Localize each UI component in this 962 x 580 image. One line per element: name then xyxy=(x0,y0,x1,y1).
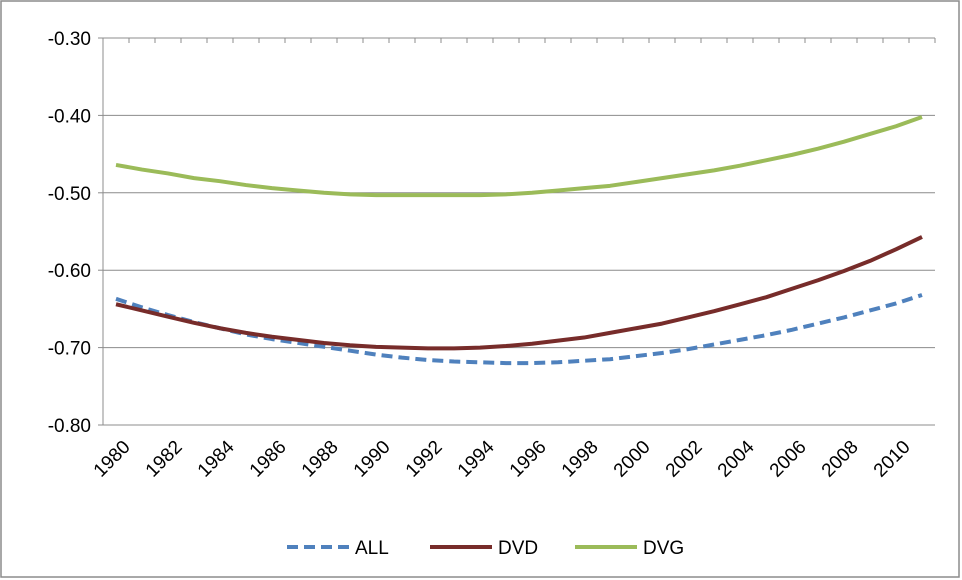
y-tick-label: -0.60 xyxy=(48,261,91,282)
legend-label: DVG xyxy=(643,538,684,559)
legend-label: ALL xyxy=(355,538,389,559)
series-line xyxy=(115,115,923,198)
y-tick-label: -0.40 xyxy=(48,106,91,127)
y-tick-label: -0.50 xyxy=(48,184,91,205)
y-tick-label: -0.80 xyxy=(48,416,91,437)
y-tick-label: -0.30 xyxy=(48,29,91,50)
series-line xyxy=(115,235,923,351)
legend-label: DVD xyxy=(498,538,538,559)
y-tick-label: -0.70 xyxy=(48,339,91,360)
